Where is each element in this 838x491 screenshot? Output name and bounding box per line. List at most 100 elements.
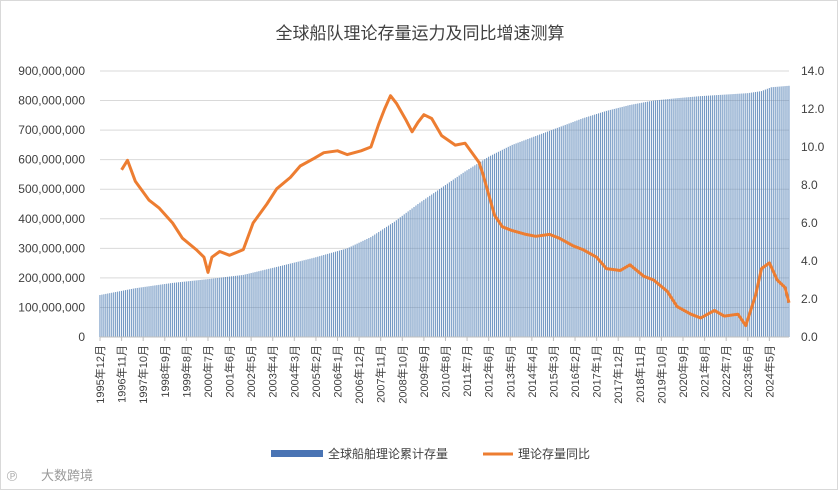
bar — [460, 174, 462, 337]
bar — [501, 149, 503, 337]
bar-series — [99, 85, 790, 338]
bar — [389, 224, 392, 337]
bar — [417, 204, 419, 337]
bar — [323, 255, 325, 337]
bar — [588, 116, 590, 337]
x-tick-label: 2012年6月 — [482, 345, 496, 398]
bar — [680, 97, 682, 337]
bar — [476, 164, 478, 337]
bar — [130, 288, 132, 337]
bar — [507, 146, 509, 337]
bar — [415, 205, 417, 337]
bar — [403, 214, 405, 337]
bar — [258, 271, 260, 337]
bar — [240, 275, 242, 337]
bar — [619, 107, 621, 337]
bar — [246, 273, 248, 337]
x-tick-label: 2020年9月 — [676, 345, 690, 398]
bar — [140, 287, 142, 337]
bar — [560, 126, 562, 337]
bar — [99, 295, 101, 337]
x-tick-label: 2001年6月 — [223, 345, 237, 398]
bar — [484, 159, 486, 337]
bar — [425, 198, 427, 337]
bar — [115, 292, 117, 337]
bar — [427, 197, 429, 337]
bar — [490, 155, 492, 337]
x-tick-label: 2017年12月 — [611, 345, 625, 404]
bar — [623, 106, 625, 337]
bar — [446, 183, 448, 337]
bar — [702, 96, 704, 337]
bar — [472, 166, 474, 337]
bar — [776, 86, 778, 337]
bar — [641, 102, 643, 338]
bar — [637, 103, 639, 337]
bar — [356, 243, 358, 337]
bar — [707, 95, 710, 337]
bar — [413, 206, 415, 337]
bar — [124, 290, 127, 337]
bar — [138, 287, 140, 337]
bar — [374, 234, 376, 337]
y-right-tick-label: 12.0 — [801, 102, 825, 116]
bar — [187, 281, 189, 337]
bar — [715, 95, 717, 337]
bar — [688, 97, 690, 337]
x-tick-label: 2016年2月 — [568, 345, 582, 398]
line-series-path — [120, 94, 791, 328]
bar — [668, 98, 670, 337]
bar — [690, 96, 692, 337]
bar — [662, 99, 664, 337]
bar — [170, 283, 172, 337]
bar — [439, 189, 441, 337]
bar — [780, 86, 782, 338]
bar — [234, 275, 236, 337]
y-left-tick-label: 500,000,000 — [18, 182, 85, 196]
bar — [230, 276, 233, 337]
bar — [478, 162, 480, 337]
bar — [203, 279, 205, 337]
bar — [435, 191, 437, 337]
bar — [601, 112, 604, 337]
bar — [378, 231, 380, 337]
x-tick-label: 2008年10月 — [395, 345, 409, 404]
bar — [121, 290, 123, 337]
bar — [272, 267, 274, 337]
bar — [109, 293, 111, 337]
bar — [735, 93, 737, 337]
bar — [450, 180, 452, 337]
bar — [213, 278, 215, 337]
bar — [228, 276, 231, 337]
bar — [517, 142, 519, 337]
bar — [174, 282, 176, 337]
bar — [448, 182, 450, 337]
watermark-text: 大数跨境 — [41, 469, 93, 484]
bar — [629, 104, 631, 338]
y-right-tick-label: 0.0 — [801, 330, 818, 344]
bar — [660, 99, 662, 338]
bar — [360, 241, 362, 337]
bar — [172, 282, 174, 337]
bar — [786, 85, 788, 337]
bar — [676, 98, 678, 337]
bar — [464, 171, 466, 337]
bar — [692, 96, 694, 337]
bar — [513, 144, 515, 337]
bar — [225, 277, 227, 337]
line-series — [120, 94, 791, 328]
bar — [770, 87, 772, 337]
bar — [401, 215, 403, 337]
bar — [658, 99, 660, 338]
bar — [376, 233, 378, 337]
bar — [760, 91, 763, 337]
y-right-tick-label: 10.0 — [801, 140, 825, 154]
bar — [743, 93, 745, 337]
bar — [276, 266, 278, 337]
y-left-tick-label: 900,000,000 — [18, 64, 85, 78]
bar — [572, 121, 574, 337]
bar — [319, 256, 321, 337]
bar — [148, 286, 150, 337]
bar — [411, 208, 413, 337]
